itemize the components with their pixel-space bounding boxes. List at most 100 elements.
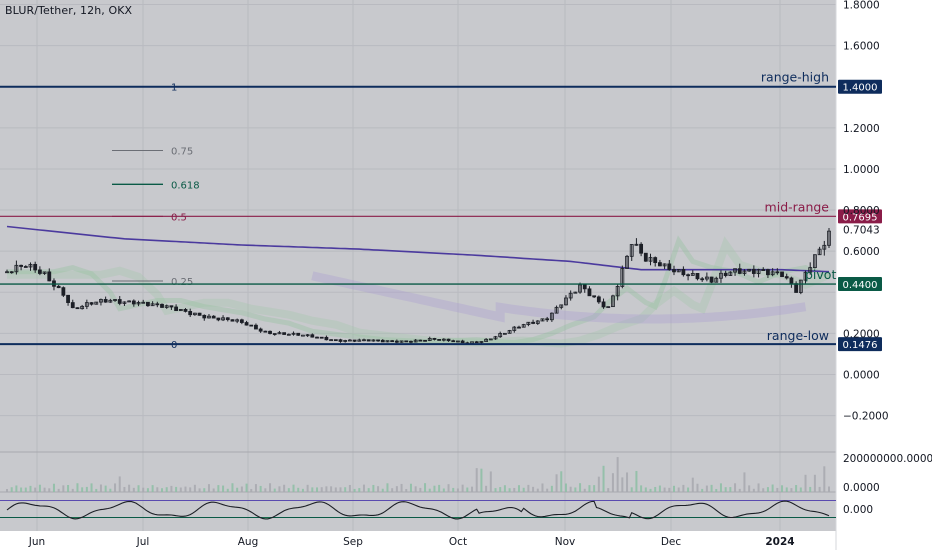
volume-bar xyxy=(748,485,751,492)
volume-bar xyxy=(15,485,18,492)
candle-body xyxy=(451,340,456,343)
candle-body xyxy=(347,339,352,342)
candle-body xyxy=(37,269,42,274)
volume-bar xyxy=(508,488,511,492)
volume-bar xyxy=(353,488,356,492)
volume-bar xyxy=(771,484,774,492)
candle-body xyxy=(535,320,540,324)
volume-bar xyxy=(254,484,257,492)
price-tag-mid-range xyxy=(838,209,882,224)
volume-bar xyxy=(128,484,131,492)
volume-bar xyxy=(527,484,530,492)
volume-bar xyxy=(691,477,694,492)
volume-bar xyxy=(757,483,760,492)
volume-bar xyxy=(536,488,539,492)
time-label: 2024 xyxy=(765,536,794,548)
candle-body xyxy=(798,279,803,293)
volume-bar xyxy=(419,487,422,492)
volume-bar xyxy=(52,483,55,492)
volume-bar xyxy=(250,488,253,492)
volume-bar xyxy=(316,487,319,492)
moving-average-line xyxy=(6,225,830,273)
volume-bar xyxy=(621,477,624,492)
candle-body xyxy=(333,339,338,342)
volume-bar xyxy=(409,483,412,492)
candle-body xyxy=(305,334,310,337)
candle-body xyxy=(258,328,263,332)
fib-label: 0.5 xyxy=(171,212,187,223)
candle-body xyxy=(272,333,277,335)
volume-bar xyxy=(95,488,98,492)
candle-body xyxy=(366,339,371,342)
volume-bar xyxy=(541,483,544,492)
candle-body xyxy=(94,301,99,305)
plot-background xyxy=(0,0,836,531)
volume-bars xyxy=(6,457,830,492)
volume-bar xyxy=(222,485,225,492)
volume-bar xyxy=(85,486,88,492)
candle-body xyxy=(376,339,380,342)
candle-body xyxy=(155,303,160,306)
candle-body xyxy=(446,338,451,342)
time-axis: Jun Jul Aug Sep Oct Nov Dec 2024 xyxy=(28,536,795,548)
candle-body xyxy=(582,284,587,290)
candle-body xyxy=(681,269,686,276)
volume-bar xyxy=(123,486,126,492)
candle-body xyxy=(794,283,799,293)
candle-body xyxy=(484,338,489,342)
candle-body xyxy=(268,330,272,334)
volume-bar xyxy=(43,487,46,492)
volume-bar xyxy=(151,485,154,492)
volume-bar xyxy=(644,487,647,492)
candle-body xyxy=(399,340,404,343)
candle-body xyxy=(136,302,141,305)
candle-body xyxy=(329,339,334,342)
volume-bar xyxy=(513,487,516,492)
price-tick-label: 0.8000 xyxy=(843,205,880,217)
ribbon-slow xyxy=(7,236,831,348)
candle-body xyxy=(747,268,752,272)
oscillator xyxy=(0,500,836,520)
price-tag-label-range-high: 1.4000 xyxy=(843,83,878,94)
candle-body xyxy=(493,336,498,340)
candle-body xyxy=(568,292,573,299)
candle-body xyxy=(672,269,676,273)
volume-bar xyxy=(823,466,826,492)
volume-bar xyxy=(189,487,192,492)
candle-body xyxy=(371,339,376,342)
price-tick-label: 0.2000 xyxy=(843,328,880,340)
candle-body xyxy=(296,332,301,336)
candle-body xyxy=(99,299,103,303)
time-label: Oct xyxy=(449,536,467,548)
volume-bar xyxy=(818,486,821,492)
candle-body xyxy=(615,286,620,297)
volume-bar xyxy=(377,486,380,492)
candle-body xyxy=(714,277,719,283)
volume-bar xyxy=(90,483,93,492)
candle-body xyxy=(239,319,244,323)
candle-body xyxy=(648,257,653,262)
volume-bar xyxy=(593,485,596,492)
candle-body xyxy=(592,295,597,298)
candle-body xyxy=(545,318,550,321)
volume-bar xyxy=(687,487,690,492)
volume-bar xyxy=(207,484,210,492)
candle-body xyxy=(103,299,108,303)
volume-bar xyxy=(602,465,605,492)
fib-levels: 1 0.75 0.618 0.5 0.25 0 xyxy=(112,83,200,351)
volume-bar xyxy=(372,484,375,492)
volume-bar xyxy=(330,486,333,492)
volume-bar xyxy=(550,485,553,492)
volume-bar xyxy=(344,487,347,492)
level-name-range-low: range-low xyxy=(767,328,829,343)
volume-bar xyxy=(226,488,229,492)
volume-bar xyxy=(564,483,567,492)
candle-body xyxy=(488,338,493,341)
price-tick-label: 1.0000 xyxy=(843,164,880,176)
volume-bar xyxy=(217,485,220,492)
candle-body xyxy=(719,272,723,279)
volume-bar xyxy=(381,488,384,492)
price-tick-label: 0.0000 xyxy=(843,370,880,382)
